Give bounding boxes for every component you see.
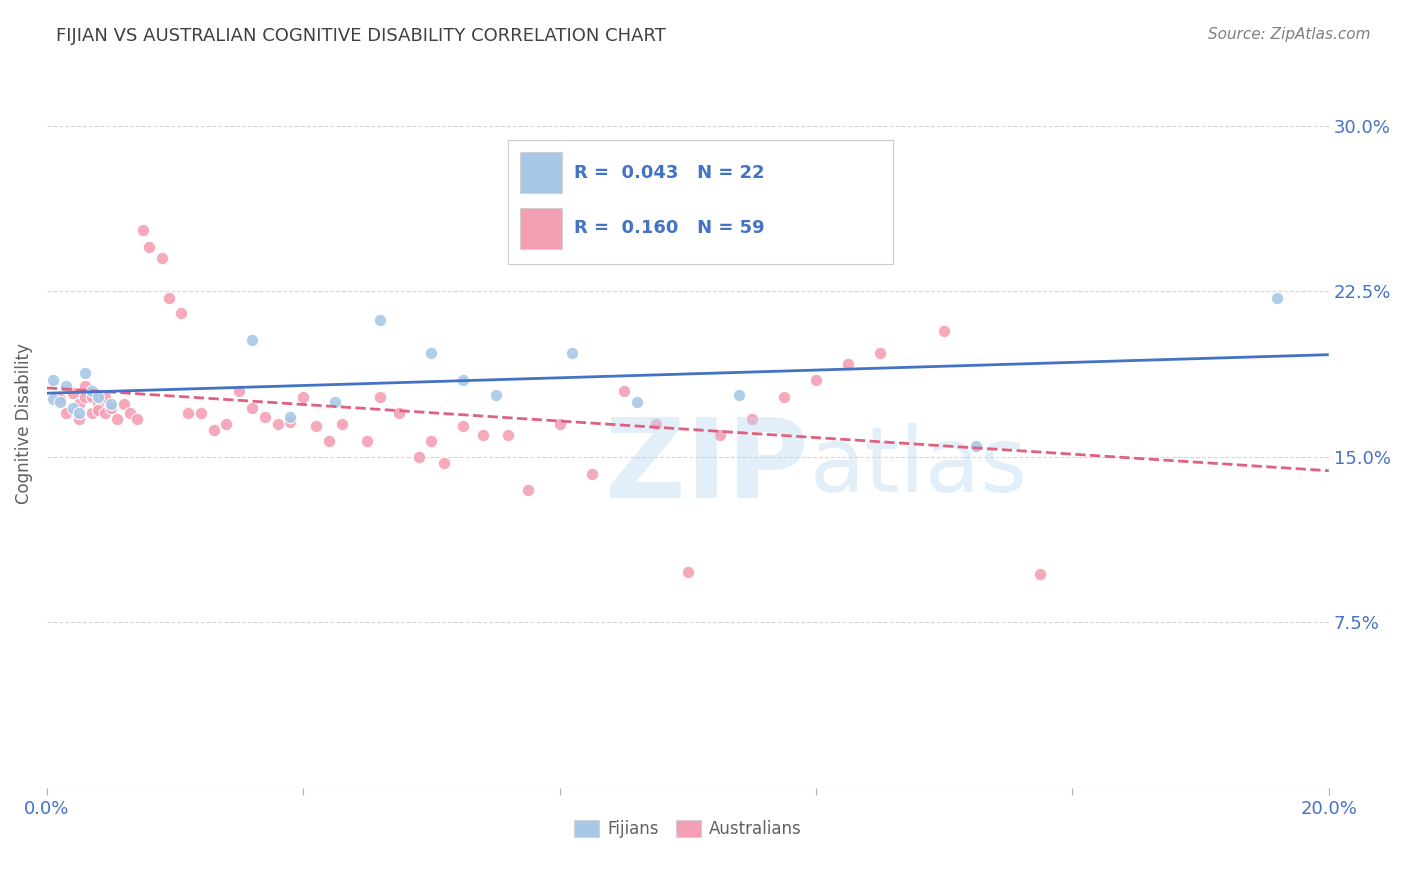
Point [42, 392, 65, 407]
Point [100, 401, 122, 416]
Point [138, 240, 160, 254]
Point [741, 412, 763, 426]
Point [453, 373, 475, 387]
Text: atlas: atlas [810, 424, 1028, 511]
Point [125, 412, 148, 426]
Point [498, 427, 520, 442]
Point [55, 379, 77, 393]
Point [240, 401, 263, 416]
Point [408, 450, 430, 464]
Point [728, 388, 751, 402]
Point [87, 397, 110, 411]
Point [1267, 291, 1289, 305]
Point [67, 412, 90, 426]
Point [318, 434, 340, 449]
Point [93, 406, 115, 420]
Point [433, 457, 456, 471]
Point [1029, 566, 1052, 581]
Legend: Fijians, Australians: Fijians, Australians [568, 814, 808, 845]
Point [100, 397, 122, 411]
Point [869, 346, 891, 360]
Point [676, 565, 699, 579]
Point [305, 418, 328, 433]
Point [804, 373, 827, 387]
Point [150, 251, 173, 265]
Y-axis label: Cognitive Disability: Cognitive Disability [15, 343, 32, 504]
Point [80, 384, 103, 398]
Point [228, 384, 250, 398]
Point [120, 406, 142, 420]
Point [157, 291, 180, 305]
Point [773, 390, 796, 404]
Point [132, 222, 155, 236]
Point [190, 406, 212, 420]
Point [280, 410, 302, 425]
Point [75, 390, 97, 404]
Point [266, 417, 288, 431]
Point [75, 366, 97, 380]
Point [93, 390, 115, 404]
Point [80, 406, 103, 420]
Point [613, 384, 636, 398]
Point [626, 394, 648, 409]
Point [934, 324, 956, 338]
Point [80, 390, 103, 404]
Point [202, 423, 225, 437]
Point [561, 346, 583, 360]
Text: Source: ZipAtlas.com: Source: ZipAtlas.com [1208, 27, 1371, 42]
Point [67, 406, 90, 420]
Point [170, 306, 193, 320]
Point [453, 418, 475, 433]
Point [240, 333, 263, 347]
Point [709, 427, 731, 442]
Point [484, 388, 506, 402]
Point [356, 434, 378, 449]
Point [87, 403, 110, 417]
Point [388, 406, 411, 420]
Point [215, 417, 238, 431]
Point [42, 373, 65, 387]
Point [177, 406, 200, 420]
Point [330, 417, 353, 431]
Point [471, 427, 494, 442]
Point [87, 390, 110, 404]
Point [105, 412, 128, 426]
Point [581, 467, 603, 482]
Point [253, 410, 276, 425]
Point [965, 439, 987, 453]
Point [280, 415, 302, 429]
Point [75, 379, 97, 393]
Point [48, 394, 70, 409]
Point [112, 397, 135, 411]
Point [62, 385, 84, 400]
Text: ZIP: ZIP [605, 414, 808, 521]
Point [420, 434, 443, 449]
Point [55, 406, 77, 420]
Point [48, 392, 70, 407]
Point [548, 417, 571, 431]
Point [62, 401, 84, 416]
Point [516, 483, 538, 497]
Point [644, 417, 666, 431]
Point [420, 346, 443, 360]
Point [292, 390, 315, 404]
Point [323, 394, 346, 409]
Point [67, 397, 90, 411]
Point [368, 390, 391, 404]
Point [368, 313, 391, 327]
Text: FIJIAN VS AUSTRALIAN COGNITIVE DISABILITY CORRELATION CHART: FIJIAN VS AUSTRALIAN COGNITIVE DISABILIT… [56, 27, 666, 45]
Point [837, 357, 859, 371]
